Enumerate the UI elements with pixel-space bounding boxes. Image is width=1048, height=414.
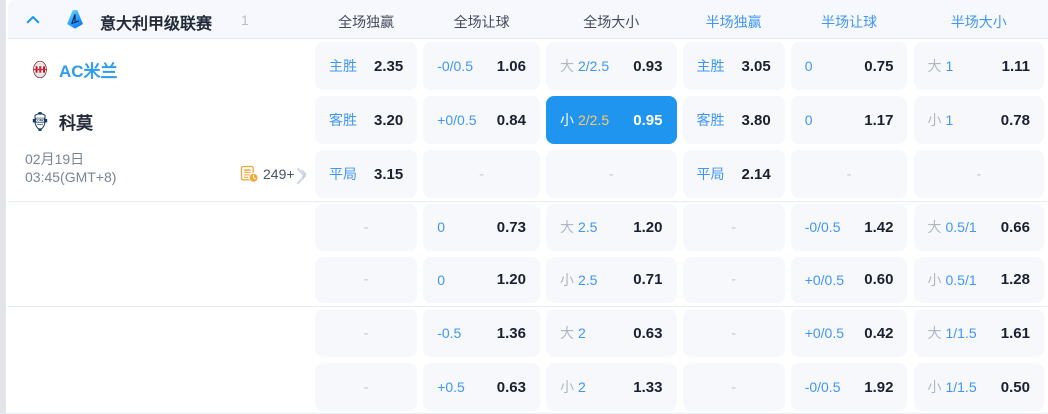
svg-text:COMO: COMO — [35, 119, 46, 123]
